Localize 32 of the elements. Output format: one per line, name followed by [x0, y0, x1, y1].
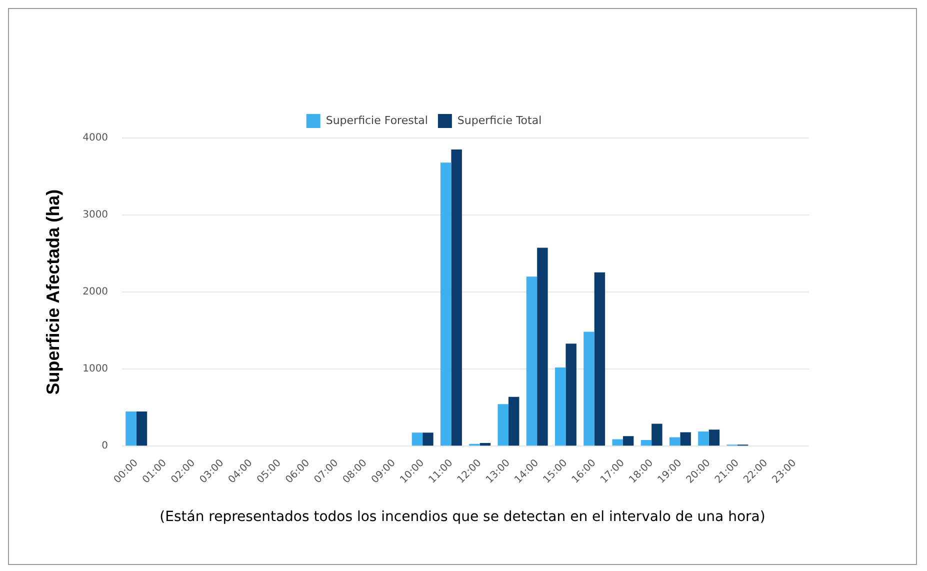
y-tick-label: 3000 — [82, 210, 108, 221]
bar — [698, 432, 709, 446]
bar — [622, 436, 634, 446]
bar — [537, 248, 548, 446]
bar — [708, 430, 720, 446]
bar — [412, 432, 423, 446]
bar — [126, 411, 136, 446]
text: (Están representados todos los incendios que se detectan en el intervalo de una hora) — [158, 509, 766, 525]
legend-label: Superficie Forestal — [326, 114, 428, 127]
bar — [422, 432, 434, 446]
bar — [136, 411, 148, 446]
y-tick-label: 1000 — [82, 364, 108, 375]
legend-label: Superficie Total — [457, 114, 542, 127]
bar — [508, 396, 520, 446]
bar — [526, 276, 538, 446]
bar — [640, 440, 652, 446]
bar — [554, 368, 566, 446]
bar — [566, 344, 576, 446]
bar — [669, 437, 680, 446]
bar — [440, 162, 452, 446]
bar — [680, 432, 691, 446]
y-tick-label: 2000 — [82, 286, 108, 298]
y-tick-label: 4000 — [82, 132, 108, 144]
bar — [451, 150, 462, 446]
bar — [594, 272, 606, 446]
y-tick-label: 0 — [102, 440, 108, 452]
y-axis-title: Superficie Afectada (ha) — [42, 189, 63, 395]
bar — [498, 404, 508, 446]
bar — [480, 443, 491, 446]
bar — [584, 332, 594, 446]
bar — [652, 424, 662, 446]
bar — [612, 439, 623, 446]
